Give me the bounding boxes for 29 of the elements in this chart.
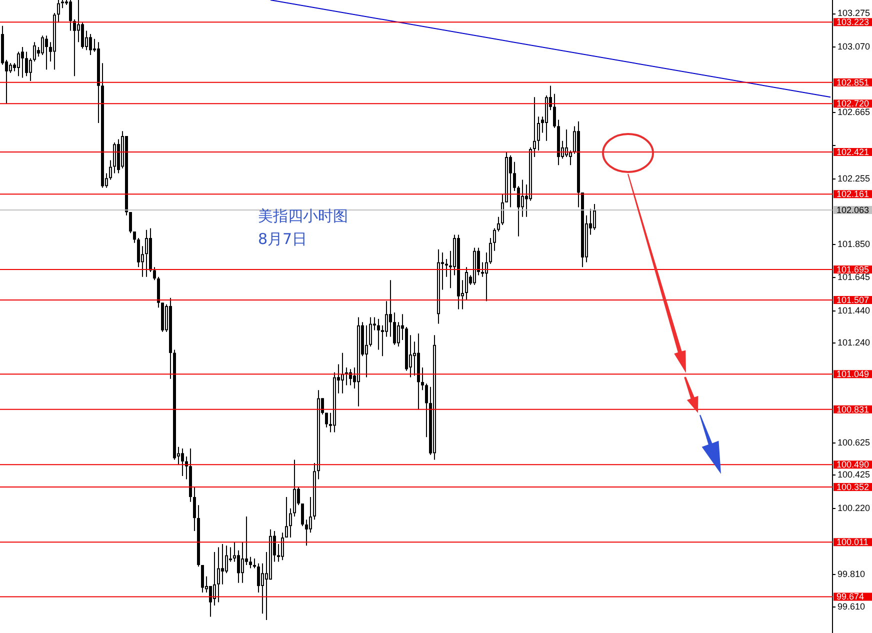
ref-line-label: 100.831 [836, 404, 870, 414]
y-tick-label: 103.070 [838, 41, 870, 52]
y-tick-label: 102.665 [838, 107, 870, 117]
y-tick-label: 99.810 [838, 569, 866, 580]
y-tick-label: 100.220 [838, 502, 870, 513]
ref-line-label: 102.063 [836, 204, 870, 215]
y-tick-label: 101.240 [838, 338, 870, 348]
ref-line-label: 101.507 [836, 294, 870, 305]
y-tick-label: 103.275 [838, 8, 870, 18]
ref-line-label: 102.851 [836, 77, 870, 88]
ref-line-label: 99.674 [836, 592, 864, 602]
y-tick-label: 102.255 [838, 173, 870, 184]
ref-line-label: 100.490 [836, 460, 870, 470]
ref-line-label: 102.161 [836, 189, 870, 200]
y-tick-label: 101.440 [838, 305, 870, 316]
ref-line-label: 101.695 [836, 264, 870, 275]
y-tick-label: 99.610 [838, 602, 866, 612]
ref-line-label: 103.223 [836, 17, 870, 28]
ref-line-label: 100.011 [836, 537, 868, 548]
y-tick-label: 101.645 [838, 272, 870, 282]
ref-line-label: 101.049 [836, 369, 870, 380]
y-tick-label: 100.625 [838, 437, 870, 448]
y-tick-label: 101.850 [838, 238, 870, 249]
annotation: 美指四小时图 [258, 206, 348, 225]
ref-line-label: 102.720 [836, 98, 870, 109]
ref-line-label: 100.352 [836, 482, 870, 492]
y-tick-label: 100.425 [838, 470, 870, 480]
annotation: 8月7日 [258, 230, 308, 248]
ref-line-label: 102.421 [836, 147, 870, 157]
